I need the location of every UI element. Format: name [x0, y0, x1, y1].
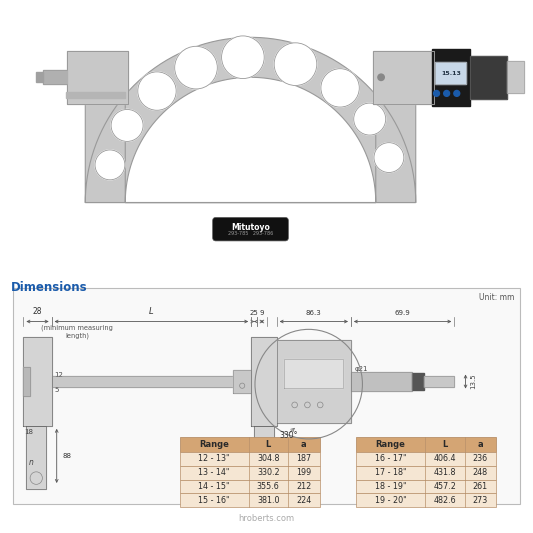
Circle shape [321, 69, 359, 107]
Polygon shape [66, 92, 125, 98]
Polygon shape [434, 73, 514, 82]
Text: 261: 261 [473, 482, 488, 491]
Text: 248: 248 [473, 468, 488, 477]
Text: a: a [301, 440, 306, 449]
Text: 431.8: 431.8 [433, 468, 456, 477]
Bar [13, 288, 520, 504]
Polygon shape [23, 337, 52, 426]
Polygon shape [52, 376, 233, 387]
Text: 88: 88 [63, 453, 72, 459]
Polygon shape [351, 372, 413, 391]
Text: 18: 18 [25, 429, 34, 435]
Bar [356, 480, 496, 494]
Polygon shape [432, 49, 470, 106]
Text: 199: 199 [296, 468, 311, 477]
Text: 18 - 19": 18 - 19" [375, 482, 406, 491]
Text: 224: 224 [296, 496, 311, 505]
Polygon shape [435, 62, 466, 84]
Bar [356, 494, 496, 507]
Circle shape [274, 43, 317, 85]
Polygon shape [23, 367, 30, 396]
Bar [180, 466, 320, 480]
Text: 330°: 330° [279, 431, 298, 440]
Bar [356, 438, 496, 452]
Circle shape [95, 150, 125, 180]
Text: Mitutoyo: Mitutoyo [231, 223, 270, 231]
Text: 406.4: 406.4 [433, 455, 456, 463]
Polygon shape [251, 337, 277, 426]
Circle shape [454, 91, 460, 96]
Polygon shape [373, 51, 434, 104]
Text: 25: 25 [250, 310, 259, 316]
Text: L: L [149, 308, 154, 316]
Text: 293-785   293-786: 293-785 293-786 [228, 231, 273, 236]
Circle shape [175, 46, 217, 89]
Text: 14 - 15": 14 - 15" [198, 482, 230, 491]
Text: 13 - 14": 13 - 14" [198, 468, 230, 477]
Polygon shape [26, 426, 46, 489]
Text: 12: 12 [54, 372, 63, 378]
Text: 15 - 16": 15 - 16" [198, 496, 230, 505]
Text: 13.5: 13.5 [471, 374, 477, 389]
Text: 381.0: 381.0 [257, 496, 279, 505]
Text: 236: 236 [473, 455, 488, 463]
Text: 187: 187 [296, 455, 311, 463]
Text: 212: 212 [296, 482, 311, 491]
Circle shape [354, 103, 386, 135]
Circle shape [378, 74, 384, 80]
Text: 330.2: 330.2 [257, 468, 280, 477]
Polygon shape [67, 51, 128, 104]
Bar [356, 466, 496, 480]
Circle shape [111, 109, 143, 141]
Text: 19 - 20": 19 - 20" [375, 496, 407, 505]
Text: 12 - 13": 12 - 13" [198, 455, 230, 463]
Circle shape [222, 36, 264, 78]
Text: L: L [442, 440, 447, 449]
Polygon shape [285, 359, 343, 388]
Text: a: a [478, 440, 483, 449]
Circle shape [138, 72, 176, 110]
Text: 9: 9 [260, 310, 264, 316]
Text: Range: Range [376, 440, 406, 449]
Text: 457.2: 457.2 [433, 482, 456, 491]
Circle shape [374, 143, 404, 173]
Text: 355.6: 355.6 [257, 482, 280, 491]
Text: 5: 5 [54, 387, 59, 393]
Text: 273: 273 [473, 496, 488, 505]
Text: Unit: mm: Unit: mm [479, 293, 515, 302]
Polygon shape [85, 37, 416, 203]
Text: φ21: φ21 [355, 366, 368, 372]
Polygon shape [233, 370, 251, 393]
Bar [180, 452, 320, 466]
Polygon shape [43, 70, 67, 84]
Text: 86.3: 86.3 [306, 310, 322, 316]
Polygon shape [424, 376, 454, 387]
Bar [180, 494, 320, 507]
Circle shape [443, 91, 450, 96]
Bar [356, 452, 496, 466]
Polygon shape [413, 373, 424, 390]
Polygon shape [507, 61, 524, 93]
FancyBboxPatch shape [213, 217, 288, 241]
Text: 482.6: 482.6 [433, 496, 456, 505]
Text: L: L [265, 440, 271, 449]
Polygon shape [277, 340, 351, 423]
Text: 28: 28 [33, 308, 42, 316]
Text: Range: Range [199, 440, 229, 449]
Text: (minimum measuring
length): (minimum measuring length) [41, 324, 113, 338]
Text: 304.8: 304.8 [257, 455, 279, 463]
Polygon shape [254, 426, 273, 489]
Text: 16 - 17": 16 - 17" [375, 455, 406, 463]
Text: n: n [29, 458, 34, 467]
Circle shape [433, 91, 439, 96]
Bar [180, 438, 320, 452]
Polygon shape [470, 56, 507, 99]
Text: 17 - 18": 17 - 18" [375, 468, 406, 477]
Polygon shape [36, 72, 43, 82]
Text: 15.13: 15.13 [441, 71, 461, 76]
Text: Dimensions: Dimensions [11, 281, 87, 294]
Text: hroberts.com: hroberts.com [238, 514, 295, 523]
Text: 69.9: 69.9 [395, 310, 410, 316]
Bar [180, 480, 320, 494]
